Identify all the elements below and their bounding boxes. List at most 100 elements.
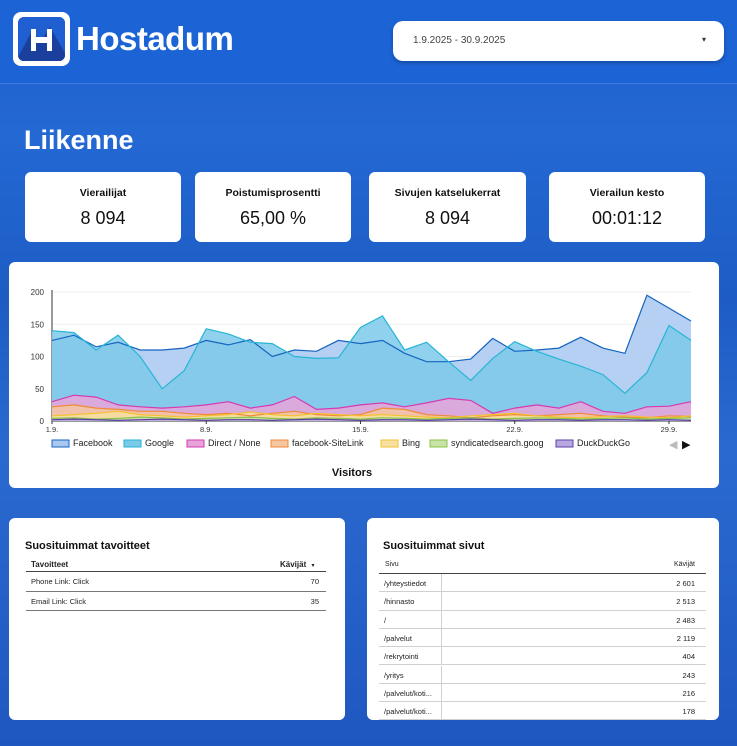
series-area-1	[52, 315, 691, 421]
column-separator	[441, 702, 442, 721]
table-row[interactable]: /hinnasto 2 513	[379, 592, 706, 611]
date-range-select[interactable]: 1.9.2025 - 30.9.2025 ▾	[393, 21, 724, 61]
page-visitors: 2 119	[676, 633, 695, 643]
legend-label: Google	[145, 438, 174, 448]
legend-label: Bing	[402, 438, 420, 448]
kpi-value: 65,00 %	[239, 208, 307, 228]
legend-label: Facebook	[73, 438, 113, 448]
x-tick-label: 29.9.	[661, 425, 678, 434]
series-line-4	[51, 410, 692, 419]
x-tick-label: 8.9.	[200, 425, 213, 434]
table-row[interactable]: /yritys 243	[379, 665, 706, 684]
y-tick-label: 0	[40, 417, 45, 426]
column-separator	[441, 665, 442, 684]
table-row[interactable]: /yhteystiedot 2 601	[379, 574, 706, 593]
kpi-card-visit-duration: Vierailun kesto 00:01:12	[549, 172, 705, 242]
kpi-card-bounce-rate: Poistumisprosentti 65,00 %	[195, 172, 351, 242]
chevron-down-icon: ▾	[701, 35, 706, 44]
top-header: Hostadum 1.9.2025 - 30.9.2025 ▾	[0, 0, 737, 84]
goals-col-header-name[interactable]: Tavoitteet	[31, 560, 69, 569]
legend-swatch	[123, 439, 142, 448]
legend-prev-icon[interactable]: ◀	[669, 438, 678, 451]
legend-label: facebook-SiteLink	[292, 438, 364, 448]
legend-label: syndicatedsearch.goog	[451, 438, 544, 448]
page-path: /palvelut/koti...	[384, 688, 432, 698]
goals-col-header-label: Kävijät	[280, 560, 307, 569]
page-path: /rekrytointi	[384, 652, 419, 662]
page-path: /palvelut	[384, 633, 412, 643]
y-tick-label: 200	[31, 288, 45, 297]
series-line-5	[51, 416, 692, 420]
goal-name: Phone Link: Click	[31, 577, 89, 586]
divider	[26, 591, 326, 592]
page-path: /yhteystiedot	[384, 579, 427, 588]
kpi-card-visitors: Vierailijat 8 094	[25, 172, 181, 242]
top-goals-card: Suosituimmat tavoitteet Tavoitteet Kävij…	[9, 518, 345, 720]
goal-value: 70	[310, 577, 319, 586]
column-separator	[441, 592, 442, 611]
legend-swatch	[555, 439, 574, 448]
x-tick-label: 22.9.	[506, 425, 523, 434]
column-separator	[441, 574, 442, 593]
y-tick-label: 100	[31, 353, 45, 362]
legend-label: DuckDuckGo	[577, 438, 630, 448]
page-visitors: 178	[682, 707, 695, 717]
traffic-area-chart: 0 50 100 150 200 1.9. 8.9. 15.9. 22.9. 29.9. Faceb…	[31, 288, 692, 479]
x-axis-title: Visitors	[332, 467, 372, 479]
x-tick-label: 15.9.	[352, 425, 369, 434]
sort-desc-icon: ▾	[311, 563, 315, 569]
table-row[interactable]: /palvelut 2 119	[379, 628, 706, 648]
goal-name: Email Link: Click	[31, 597, 87, 606]
series-line-3	[51, 404, 692, 419]
y-tick-label: 150	[31, 320, 45, 329]
top-pages-title: Suosituimmat sivut	[383, 540, 485, 552]
logo[interactable]	[13, 12, 70, 66]
page-visitors: 2 483	[676, 615, 695, 625]
goal-value: 35	[310, 597, 319, 606]
column-separator	[441, 628, 442, 648]
table-row[interactable]: / 2 483	[379, 610, 706, 629]
legend-swatch	[186, 439, 205, 448]
page-title: Liikenne	[24, 125, 134, 155]
pages-col-header-name[interactable]: Sivu	[385, 561, 399, 568]
top-pages-card: Suosituimmat sivut Sivu Kävijät /yhteyst…	[367, 518, 719, 721]
legend-label: Direct / None	[208, 438, 261, 448]
page-visitors: 243	[682, 670, 695, 680]
legend-swatch	[380, 439, 399, 448]
page-visitors: 216	[682, 688, 695, 698]
goals-col-header-value[interactable]: Kävijät ▾	[280, 560, 314, 569]
traffic-chart-card: 0 50 100 150 200 1.9. 8.9. 15.9. 22.9. 29.9. Faceb…	[9, 262, 719, 488]
kpi-value: 00:01:12	[591, 208, 663, 228]
legend-swatch	[270, 439, 289, 448]
kpi-label: Vierailijat	[79, 187, 127, 199]
x-tick-label: 1.9.	[46, 425, 59, 434]
legend-swatch	[51, 439, 70, 448]
pages-col-header-value[interactable]: Kävijät	[673, 561, 695, 568]
page-visitors: 404	[682, 652, 695, 662]
series-line-2	[51, 394, 692, 414]
table-row[interactable]: /rekrytointi 404	[379, 647, 706, 666]
series-line-6	[51, 418, 692, 422]
divider	[379, 573, 706, 574]
kpi-label: Sivujen katselukerrat	[394, 187, 501, 199]
page-path: /	[384, 615, 387, 625]
legend-next-icon[interactable]: ▶	[682, 438, 691, 451]
divider	[26, 610, 326, 611]
kpi-card-pageviews: Sivujen katselukerrat 8 094	[369, 172, 526, 242]
date-range-value: 1.9.2025 - 30.9.2025	[413, 35, 506, 46]
kpi-label: Vierailun kesto	[589, 187, 665, 199]
y-tick-label: 50	[35, 385, 44, 394]
series-line-0	[51, 294, 692, 363]
column-separator	[441, 683, 442, 703]
series-line-1	[51, 315, 692, 395]
column-separator	[441, 647, 442, 666]
page-path: /palvelut/koti...	[384, 707, 432, 717]
top-goals-title: Suosituimmat tavoitteet	[25, 540, 150, 552]
legend-swatch	[429, 439, 448, 448]
page-visitors: 2 513	[676, 597, 695, 607]
table-row[interactable]: /palvelut/koti... 178	[379, 702, 706, 721]
brand-name: Hostadum	[76, 20, 234, 57]
divider	[26, 571, 326, 572]
table-row[interactable]: /palvelut/koti... 216	[379, 683, 706, 703]
page-path: /hinnasto	[384, 597, 415, 607]
